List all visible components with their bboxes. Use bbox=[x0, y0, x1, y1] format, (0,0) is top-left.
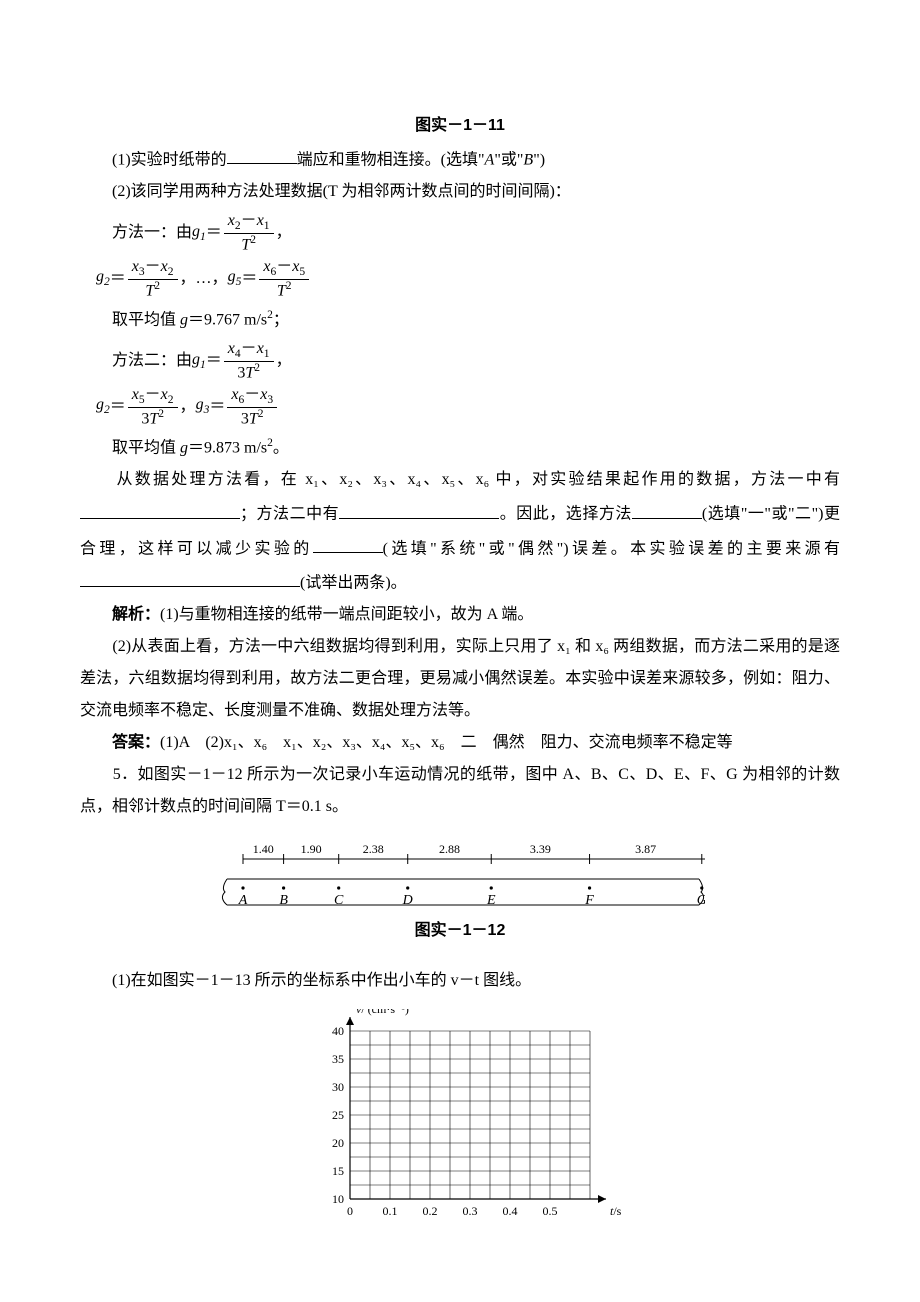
svg-text:3.87: 3.87 bbox=[635, 842, 656, 856]
question-1: (1)实验时纸带的 端应和重物相连接。(选填"A"或"B") bbox=[80, 142, 840, 176]
question-5-1: (1)在如图实－1－13 所示的坐标系中作出小车的 v－t 图线。 bbox=[80, 965, 840, 997]
svg-text:0.3: 0.3 bbox=[463, 1204, 478, 1218]
svg-text:3.39: 3.39 bbox=[530, 842, 551, 856]
svg-text:1.90: 1.90 bbox=[301, 842, 322, 856]
svg-text:0.1: 0.1 bbox=[383, 1204, 398, 1218]
eq2: ＝ bbox=[206, 351, 222, 372]
m2-g1: g1 bbox=[192, 350, 206, 373]
parse-label: 解析： bbox=[112, 606, 160, 623]
parse-2: (2)从表面上看，方法一中六组数据均得到利用，实际上只用了 x₁ 和 x₆ 两组… bbox=[80, 631, 840, 727]
svg-text:10: 10 bbox=[332, 1192, 344, 1206]
m1-lead: 方法一：由 bbox=[112, 223, 192, 244]
question-2-intro: (2)该同学用两种方法处理数据(T 为相邻两计数点间的时间间隔)： bbox=[80, 176, 840, 208]
p1-m4: (选填"系统"或"偶然")误差。本实验误差的主要来源有 bbox=[383, 540, 840, 557]
svg-text:0.2: 0.2 bbox=[423, 1204, 438, 1218]
m1-g1: g1 bbox=[192, 222, 206, 245]
blank-sources bbox=[80, 565, 300, 587]
blank-error bbox=[313, 531, 383, 553]
svg-text:t/s: t/s bbox=[610, 1204, 622, 1218]
svg-text:2.38: 2.38 bbox=[363, 842, 384, 856]
figure-11-caption: 图实－1－11 bbox=[80, 110, 840, 142]
answer-text: (1)A (2)x₁、x₆ x₁、x₂、x₃、x₄、x₅、x₆ 二 偶然 阻力、… bbox=[160, 734, 733, 751]
m2-g3: g3 bbox=[196, 395, 210, 418]
m2-lead: 方法二：由 bbox=[112, 351, 192, 372]
svg-text:C: C bbox=[334, 893, 344, 908]
svg-text:0: 0 bbox=[347, 1204, 353, 1218]
svg-text:A: A bbox=[238, 893, 248, 908]
svg-text:v/ (cm·s⁻¹): v/ (cm·s⁻¹) bbox=[356, 1009, 409, 1016]
svg-text:B: B bbox=[279, 893, 288, 908]
blank-end bbox=[227, 142, 297, 164]
svg-text:35: 35 bbox=[332, 1052, 344, 1066]
svg-text:0.5: 0.5 bbox=[543, 1204, 558, 1218]
q1-or: "或" bbox=[494, 151, 523, 168]
svg-text:25: 25 bbox=[332, 1108, 344, 1122]
p1-m5: (试举出两条)。 bbox=[300, 574, 407, 591]
blank-m1 bbox=[80, 496, 240, 518]
q1-A: A bbox=[485, 151, 495, 168]
blank-m2 bbox=[339, 496, 499, 518]
paragraph-blanks: 从数据处理方法看，在 x₁、x₂、x₃、x₄、x₅、x₆ 中，对实验结果起作用的… bbox=[80, 464, 840, 599]
p1-text: 从数据处理方法看，在 x₁、x₂、x₃、x₄、x₅、x₆ 中，对实验结果起作用的… bbox=[80, 471, 840, 488]
method1-line1: 方法一：由 g1 ＝ x2－x1 T2 ， bbox=[112, 212, 840, 254]
svg-text:1.40: 1.40 bbox=[253, 842, 274, 856]
method2-line2: g2＝ x5－x2 3T2 ， g3＝ x6－x3 3T2 bbox=[96, 386, 840, 428]
answer-label: 答案： bbox=[112, 734, 160, 751]
m1-frac2: x3－x2 T2 bbox=[128, 258, 178, 300]
question-5: 5．如图实－1－12 所示为一次记录小车运动情况的纸带，图中 A、B、C、D、E… bbox=[80, 759, 840, 823]
svg-text:0.4: 0.4 bbox=[503, 1204, 518, 1218]
svg-text:E: E bbox=[486, 893, 496, 908]
q1-B: B bbox=[523, 151, 533, 168]
m1-frac1: x2－x1 T2 bbox=[224, 212, 274, 254]
figure-12-caption: 图实－1－12 bbox=[215, 915, 705, 947]
parse-1: 解析：(1)与重物相连接的纸带一端点间距较小，故为 A 端。 bbox=[80, 599, 840, 631]
method2-line1: 方法二：由 g1 ＝ x4－x1 3T2 ， bbox=[112, 340, 840, 382]
svg-text:30: 30 bbox=[332, 1080, 344, 1094]
svg-text:F: F bbox=[584, 893, 594, 908]
m1-dots: ，…， bbox=[180, 269, 228, 290]
blank-choice bbox=[632, 496, 702, 518]
graph-figure: 10 15 20 25 30 35 40 0 0.1 0.2 0.3 0.4 0.5 v/ (cm·s⁻¹… bbox=[290, 1009, 630, 1229]
m1-frac5: x6－x5 T2 bbox=[259, 258, 309, 300]
graph-svg: 10 15 20 25 30 35 40 0 0.1 0.2 0.3 0.4 0.5 v/ (cm·s⁻¹… bbox=[290, 1009, 630, 1229]
q1-text: (1)实验时纸带的 bbox=[112, 151, 227, 168]
m2-frac2: x5－x2 3T2 bbox=[128, 386, 178, 428]
svg-text:20: 20 bbox=[332, 1136, 344, 1150]
answer-line: 答案：(1)A (2)x₁、x₆ x₁、x₂、x₃、x₄、x₅、x₆ 二 偶然 … bbox=[80, 727, 840, 759]
eq: ＝ bbox=[206, 223, 222, 244]
m2-frac1: x4－x1 3T2 bbox=[224, 340, 274, 382]
svg-text:2.88: 2.88 bbox=[439, 842, 460, 856]
q1-suffix: 端应和重物相连接。(选填" bbox=[297, 151, 485, 168]
m1-g2: g2 bbox=[96, 267, 110, 290]
svg-text:15: 15 bbox=[332, 1164, 344, 1178]
svg-text:G: G bbox=[697, 893, 705, 908]
svg-text:40: 40 bbox=[332, 1024, 344, 1038]
p1-m2: 。因此，选择方法 bbox=[499, 506, 632, 523]
m2-g2: g2 bbox=[96, 395, 110, 418]
m2-frac3: x6－x3 3T2 bbox=[227, 386, 277, 428]
method1-line2: g2＝ x3－x2 T2 ，…， g5＝ x6－x5 T2 bbox=[96, 258, 840, 300]
tape-svg: 1.401.902.382.883.393.87cmABCDEFG bbox=[215, 841, 705, 915]
q1-close: ") bbox=[533, 151, 545, 168]
p1-m1: ；方法二中有 bbox=[240, 506, 339, 523]
method1-avg: 取平均值 g＝9.767 m/s2； bbox=[80, 304, 840, 336]
m1-g5: g5 bbox=[228, 267, 242, 290]
parse1-text: (1)与重物相连接的纸带一端点间距较小，故为 A 端。 bbox=[160, 606, 533, 623]
method2-avg: 取平均值 g＝9.873 m/s2。 bbox=[80, 432, 840, 464]
tape-figure: 1.401.902.382.883.393.87cmABCDEFG 图实－1－1… bbox=[215, 841, 705, 947]
svg-text:D: D bbox=[402, 893, 413, 908]
